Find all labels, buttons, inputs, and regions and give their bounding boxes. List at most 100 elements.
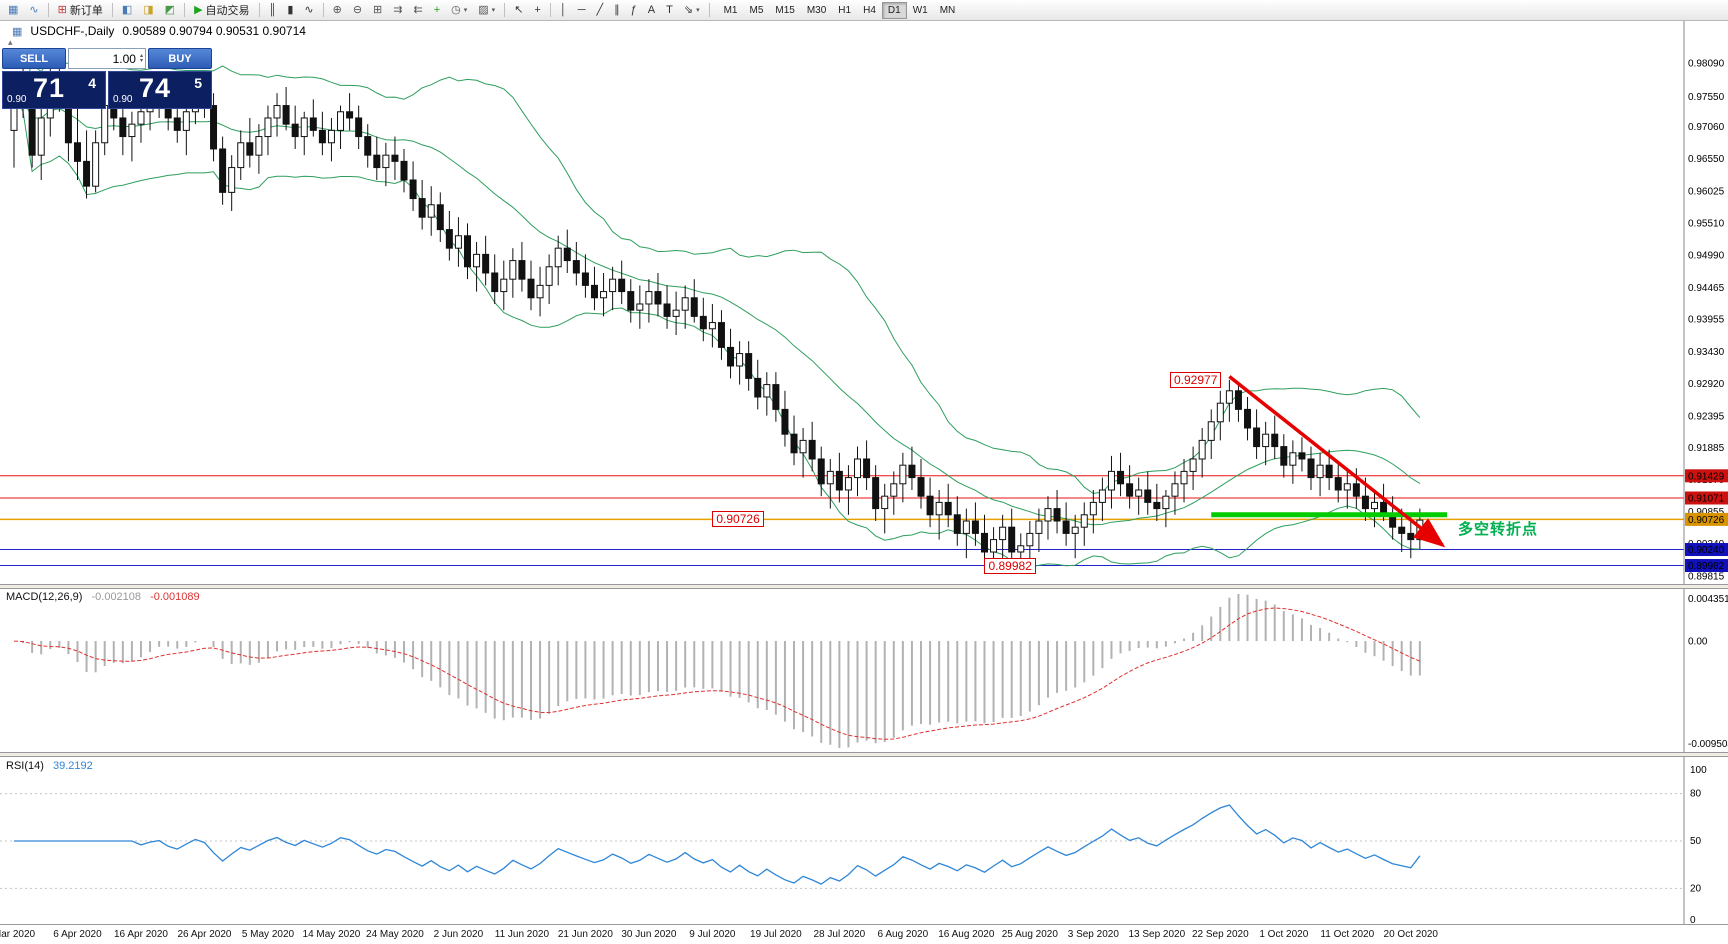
svg-text:-0.009504: -0.009504 bbox=[1688, 739, 1728, 750]
svg-text:0.91885: 0.91885 bbox=[1688, 443, 1725, 454]
price-annotation[interactable]: 0.92977 bbox=[1170, 371, 1222, 388]
timeframe-d1[interactable]: D1 bbox=[881, 1, 907, 19]
bar-chart-button[interactable]: ║ bbox=[264, 1, 282, 19]
bid-prefix: 0.90 bbox=[7, 94, 27, 105]
tick-chart-button[interactable]: ∿ bbox=[24, 1, 43, 19]
volume-value: 1.00 bbox=[112, 51, 136, 66]
caret-icon: ▾ bbox=[491, 7, 496, 14]
indicators-button[interactable]: + bbox=[429, 1, 445, 19]
date-label: 16 Apr 2020 bbox=[114, 929, 168, 940]
fibonacci-button[interactable]: ƒ bbox=[626, 1, 642, 19]
date-label: 11 Jun 2020 bbox=[494, 929, 550, 940]
bid-price-button[interactable]: 0.90 71 4 bbox=[2, 71, 106, 109]
svg-text:0.97550: 0.97550 bbox=[1688, 92, 1725, 103]
data-window-button[interactable]: ◨ bbox=[138, 1, 158, 19]
text-button[interactable]: A bbox=[643, 1, 660, 19]
toolbar-separator bbox=[504, 3, 506, 17]
toolbar-separator bbox=[111, 3, 113, 17]
svg-text:0.94465: 0.94465 bbox=[1688, 283, 1725, 294]
trendline-button[interactable]: ╱ bbox=[592, 1, 609, 19]
crosshair-button[interactable]: + bbox=[529, 1, 545, 19]
timeframe-mn[interactable]: MN bbox=[939, 4, 956, 16]
date-label: 22 Sep 2020 bbox=[1191, 929, 1249, 940]
autotrading-button[interactable]: ▶ 自动交易 bbox=[189, 1, 254, 19]
spinner-up-icon[interactable]: ▴ bbox=[139, 52, 143, 59]
strategy-tester-button[interactable]: ◩ bbox=[160, 1, 180, 19]
svg-text:0.94990: 0.94990 bbox=[1688, 250, 1725, 261]
time-axis[interactable]: Mar 2020 6 Apr 2020 16 Apr 2020 26 Apr 2020… bbox=[0, 926, 1728, 944]
spinner-down-icon[interactable]: ▾ bbox=[139, 57, 143, 64]
date-label: 25 Aug 2020 bbox=[1001, 929, 1058, 940]
svg-text:0.89982: 0.89982 bbox=[1688, 561, 1725, 572]
toolbar-separator bbox=[47, 3, 49, 17]
svg-text:0.004351: 0.004351 bbox=[1688, 594, 1728, 605]
timeframe-m5[interactable]: M5 bbox=[749, 4, 764, 16]
timeframe-h1[interactable]: H1 bbox=[838, 4, 852, 16]
ask-big-digits: 74 bbox=[139, 73, 172, 103]
tick-chart-icon: ∿ bbox=[29, 4, 39, 16]
volume-spinner[interactable]: ▴ ▾ bbox=[139, 52, 143, 64]
date-label: 6 Apr 2020 bbox=[53, 929, 102, 940]
rsi-name: RSI(14) bbox=[6, 760, 44, 772]
oneclick-trading-panel: SELL 1.00 ▴ ▾ BUY 0.90 71 4 0.90 74 5 bbox=[2, 48, 212, 109]
candlestick-chart-button[interactable]: ▮ bbox=[282, 1, 298, 19]
tile-windows-button[interactable]: ⊞ bbox=[368, 1, 387, 19]
timeframe-h4[interactable]: H4 bbox=[863, 4, 876, 16]
cursor-button[interactable]: ↖ bbox=[509, 1, 528, 19]
svg-text:50: 50 bbox=[1690, 836, 1702, 847]
vertical-line-icon: │ bbox=[559, 4, 567, 16]
new-order-icon: ⊞ bbox=[57, 4, 67, 16]
price-annotation[interactable]: 0.89982 bbox=[984, 557, 1036, 574]
volume-field[interactable]: 1.00 ▴ ▾ bbox=[68, 48, 146, 69]
strategy-tester-icon: ◩ bbox=[164, 4, 176, 16]
market-watch-button[interactable]: ◧ bbox=[117, 1, 137, 19]
date-label: 2 Jun 2020 bbox=[433, 929, 484, 940]
ask-price-button[interactable]: 0.90 74 5 bbox=[108, 71, 212, 109]
date-label: 20 Oct 2020 bbox=[1383, 929, 1438, 940]
trendline-icon: ╱ bbox=[596, 4, 604, 16]
date-label: 13 Sep 2020 bbox=[1128, 929, 1186, 940]
date-label: 6 Aug 2020 bbox=[877, 929, 929, 940]
svg-text:0: 0 bbox=[1690, 915, 1696, 926]
toolbar-separator bbox=[322, 3, 324, 17]
timeframe-m15[interactable]: M15 bbox=[775, 4, 795, 16]
oneclick-collapse-icon[interactable]: ▴ bbox=[8, 37, 13, 47]
arrows-button[interactable]: ⇘ ▾ bbox=[679, 1, 705, 19]
turning-point-note[interactable]: 多空转折点 bbox=[1458, 521, 1539, 538]
timeframe-m1[interactable]: M1 bbox=[723, 4, 738, 16]
chart-shift-button[interactable]: ⇇ bbox=[408, 1, 427, 19]
zoom-out-button[interactable]: ⊖ bbox=[348, 1, 367, 19]
svg-text:0.91071: 0.91071 bbox=[1688, 493, 1725, 504]
sell-button[interactable]: SELL bbox=[2, 48, 66, 69]
price-annotation[interactable]: 0.90726 bbox=[712, 511, 764, 528]
rsi-value: 39.2192 bbox=[52, 760, 93, 772]
rsi-label: RSI(14) 39.2192 bbox=[6, 760, 93, 772]
svg-text:0.96550: 0.96550 bbox=[1688, 154, 1725, 165]
timeframe-w1[interactable]: W1 bbox=[912, 4, 928, 16]
line-chart-button[interactable]: ∿ bbox=[299, 1, 318, 19]
date-label: 30 Jun 2020 bbox=[621, 929, 677, 940]
caret-icon: ▾ bbox=[463, 7, 468, 14]
buy-button[interactable]: BUY bbox=[148, 48, 212, 69]
chart-ohlc-values: 0.90589 0.90794 0.90531 0.90714 bbox=[122, 24, 306, 38]
periods-button[interactable]: ◷ ▾ bbox=[446, 1, 472, 19]
channel-button[interactable]: ∥ bbox=[609, 1, 625, 19]
timeframe-m30[interactable]: M30 bbox=[806, 4, 827, 16]
timeframe-bar: M1 M5 M15 M30 H1 H4 D1 W1 MN bbox=[718, 1, 962, 19]
horizontal-line-button[interactable]: ─ bbox=[573, 1, 591, 19]
new-order-button[interactable]: ⊞ 新订单 bbox=[53, 1, 108, 19]
templates-button[interactable]: ▨ ▾ bbox=[473, 1, 500, 19]
chart-symbol-period: USDCHF-,Daily bbox=[30, 24, 115, 38]
toolbar-separator bbox=[549, 3, 551, 17]
label-button[interactable]: T bbox=[661, 1, 678, 19]
chart-window-icon: ▦ bbox=[12, 25, 23, 38]
auto-scroll-button[interactable]: ⇉ bbox=[388, 1, 407, 19]
symbols-button[interactable]: ▦ bbox=[3, 1, 23, 19]
svg-text:0.98090: 0.98090 bbox=[1688, 58, 1725, 69]
periods-icon: ◷ bbox=[451, 4, 461, 16]
date-label: 16 Aug 2020 bbox=[938, 929, 995, 940]
vertical-line-button[interactable]: │ bbox=[555, 1, 572, 19]
zoom-in-button[interactable]: ⊕ bbox=[328, 1, 347, 19]
